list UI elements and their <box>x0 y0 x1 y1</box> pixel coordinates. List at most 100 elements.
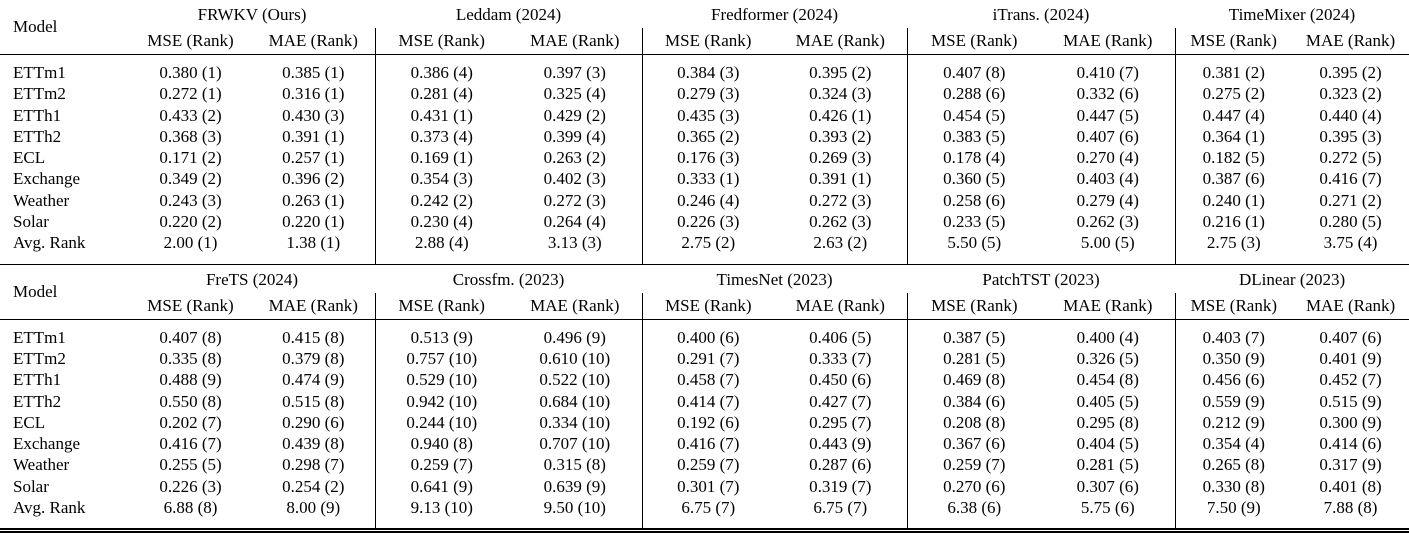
mse-header: MSE (Rank) <box>641 292 775 320</box>
mae-cell: 0.397 (3) <box>543 63 606 82</box>
mse-cell: 0.301 (7) <box>641 475 775 498</box>
mse-cell: 0.216 (1) <box>1174 211 1292 233</box>
table-row: ECL 0.202 (7) 0.290 (6) 0.244 (10) 0.334 (10… <box>0 411 1409 434</box>
row-label: ETTm1 <box>13 327 66 347</box>
mse-cell: 0.416 (7) <box>641 433 775 455</box>
mse-cell: 0.240 (1) <box>1174 189 1292 212</box>
mae-cell: 0.395 (3) <box>1319 126 1382 146</box>
mse-cell: 2.75 (2) <box>641 232 774 265</box>
mse-cell: 0.281 (4) <box>374 83 508 105</box>
mse-cell: 0.291 (7) <box>641 347 775 370</box>
mae-header: MAE (Rank) <box>508 292 643 320</box>
benchmark-table-bottom: Model FreTS (2024) Crossfm. (2023) Times… <box>0 264 1409 533</box>
mse-cell: 0.208 (8) <box>906 411 1042 434</box>
mae-cell: 0.254 (2) <box>282 476 345 496</box>
mae-cell: 0.707 (10) <box>539 434 611 454</box>
row-label: Solar <box>13 476 49 496</box>
mae-cell: 0.263 (1) <box>282 190 345 210</box>
mse-cell: 0.330 (8) <box>1174 475 1293 498</box>
mse-cell: 2.00 (1) <box>163 233 218 253</box>
row-label: Weather <box>13 455 70 475</box>
mae-cell: 9.50 (10) <box>543 498 606 518</box>
mse-cell: 0.407 (8) <box>159 327 222 347</box>
metric-header-row: MSE (Rank) MAE (Rank) MSE (Rank) MAE (Ra… <box>0 28 1409 55</box>
mse-cell: 0.550 (8) <box>159 391 222 411</box>
mae-header: MAE (Rank) <box>1041 28 1175 55</box>
mae-cell: 0.439 (8) <box>282 434 345 454</box>
table-row: ETTm2 0.335 (8) 0.379 (8) 0.757 (10) 0.610 (… <box>0 347 1409 370</box>
mse-cell: 0.435 (3) <box>641 104 774 126</box>
mae-cell: 0.325 (4) <box>543 84 606 104</box>
table-row: Avg. Rank 2.00 (1) 1.38 (1) 2.88 (4) 3.13 (3… <box>0 232 1409 265</box>
mse-cell: 0.458 (7) <box>641 369 775 391</box>
mae-cell: 0.515 (9) <box>1319 391 1382 411</box>
mse-cell: 0.226 (3) <box>159 476 222 496</box>
mae-cell: 5.00 (5) <box>1080 233 1135 253</box>
table-row: ECL 0.171 (2) 0.257 (1) 0.169 (1) 0.263 (2) 0… <box>0 147 1409 169</box>
mae-cell: 0.220 (1) <box>282 212 345 232</box>
group-title-timemixer: TimeMixer (2024) <box>1228 5 1356 24</box>
mse-cell: 0.226 (3) <box>641 211 774 233</box>
table-row: Weather 0.255 (5) 0.298 (7) 0.259 (7) 0.315 … <box>0 454 1409 476</box>
mae-cell: 3.13 (3) <box>547 233 602 253</box>
mse-cell: 0.403 (7) <box>1174 319 1293 348</box>
mse-cell: 5.50 (5) <box>906 232 1041 265</box>
group-title-patchtst: PatchTST (2023) <box>982 269 1100 289</box>
mse-cell: 0.275 (2) <box>1174 83 1292 105</box>
mse-cell: 0.386 (4) <box>374 54 508 84</box>
mse-cell: 0.255 (5) <box>159 455 222 475</box>
mae-cell: 0.324 (3) <box>809 84 872 104</box>
mse-cell: 0.384 (3) <box>641 54 774 84</box>
mse-cell: 0.169 (1) <box>374 147 508 169</box>
mse-cell: 0.335 (8) <box>159 348 222 368</box>
mae-cell: 0.416 (7) <box>1319 169 1382 189</box>
mse-header: MSE (Rank) <box>906 292 1042 320</box>
mae-cell: 0.385 (1) <box>282 63 345 82</box>
mse-cell: 0.354 (4) <box>1174 433 1293 455</box>
group-title-leddam: Leddam (2024) <box>455 5 562 24</box>
mae-cell: 0.450 (6) <box>809 370 872 390</box>
mae-cell: 0.684 (10) <box>539 391 611 411</box>
mse-cell: 0.242 (2) <box>374 189 508 212</box>
mse-cell: 0.387 (6) <box>1174 168 1292 190</box>
mse-cell: 0.380 (1) <box>159 63 222 82</box>
mae-cell: 0.332 (6) <box>1076 84 1139 104</box>
mae-cell: 0.298 (7) <box>282 455 345 475</box>
row-label: ETTm1 <box>13 63 66 82</box>
mae-cell: 0.429 (2) <box>543 105 606 125</box>
mse-cell: 0.381 (2) <box>1174 54 1292 84</box>
mae-cell: 6.75 (7) <box>813 498 868 518</box>
mae-cell: 0.272 (3) <box>543 190 606 210</box>
row-label: ECL <box>13 412 46 432</box>
mae-cell: 0.496 (9) <box>543 327 606 347</box>
mse-cell: 0.364 (1) <box>1174 125 1292 148</box>
mae-cell: 0.430 (3) <box>282 105 345 125</box>
mae-cell: 0.403 (4) <box>1076 169 1139 189</box>
mae-cell: 0.269 (3) <box>809 148 872 168</box>
table-row: Solar 0.226 (3) 0.254 (2) 0.641 (9) 0.639 (9… <box>0 475 1409 498</box>
mse-header: MSE (Rank) <box>374 28 508 55</box>
table-row: ETTh1 0.488 (9) 0.474 (9) 0.529 (10) 0.522 (… <box>0 369 1409 391</box>
mse-cell: 0.454 (5) <box>906 104 1041 126</box>
mse-cell: 0.279 (3) <box>641 83 774 105</box>
mae-cell: 0.405 (5) <box>1076 391 1139 411</box>
mae-cell: 0.262 (3) <box>1076 212 1139 232</box>
mse-cell: 0.416 (7) <box>159 434 222 454</box>
mse-cell: 2.88 (4) <box>374 232 508 265</box>
mae-cell: 0.263 (2) <box>543 148 606 168</box>
mae-cell: 0.454 (8) <box>1076 370 1139 390</box>
mae-header: MAE (Rank) <box>252 28 375 55</box>
table-row: ETTh1 0.433 (2) 0.430 (3) 0.431 (1) 0.429 (2… <box>0 104 1409 126</box>
mse-cell: 0.469 (8) <box>906 369 1042 391</box>
row-label: ETTm2 <box>13 348 66 368</box>
mse-cell: 0.942 (10) <box>374 390 509 412</box>
mae-cell: 0.399 (4) <box>543 126 606 146</box>
mae-cell: 0.307 (6) <box>1076 476 1139 496</box>
mae-cell: 0.396 (2) <box>282 169 345 189</box>
mse-cell: 6.38 (6) <box>906 497 1042 531</box>
table-row: ETTh2 0.368 (3) 0.391 (1) 0.373 (4) 0.399 (4… <box>0 125 1409 148</box>
metric-header-row: MSE (Rank) MAE (Rank) MSE (Rank) MAE (Ra… <box>0 292 1409 320</box>
mse-cell: 0.456 (6) <box>1174 369 1293 391</box>
mse-cell: 0.354 (3) <box>374 168 508 190</box>
